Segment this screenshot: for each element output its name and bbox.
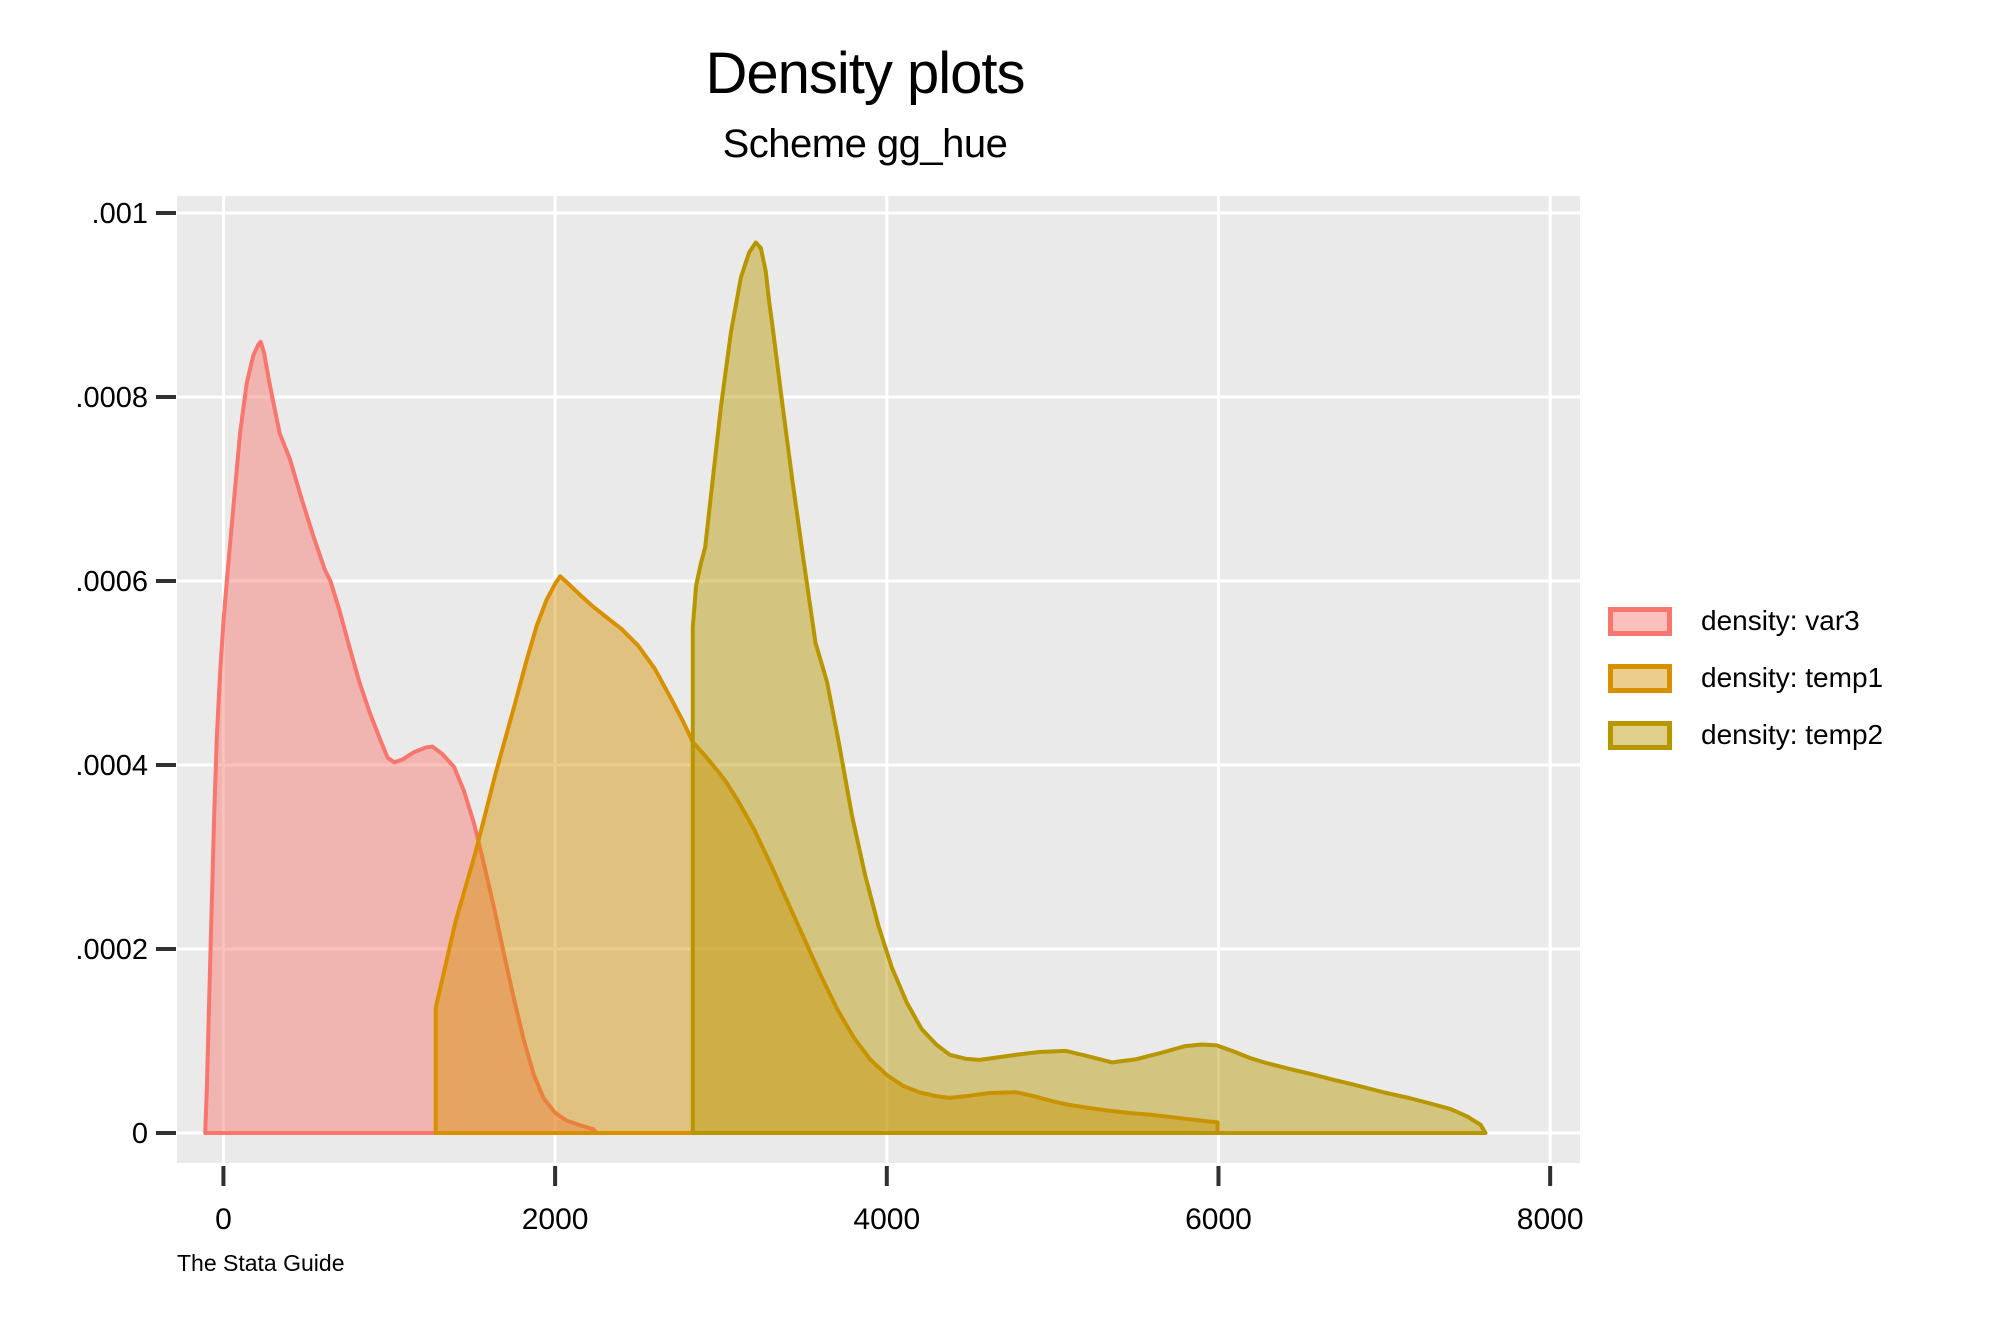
legend-item-temp2: density: temp2 xyxy=(1608,719,1884,750)
y-tick-label-.0004: .0004 xyxy=(75,750,148,782)
y-tick-label-0: 0 xyxy=(132,1118,148,1150)
legend-swatch-temp1 xyxy=(1608,663,1672,693)
y-tick-label-.001: .001 xyxy=(92,198,148,230)
legend-item-temp1: density: temp1 xyxy=(1608,662,1884,693)
y-tick-label-.0008: .0008 xyxy=(75,382,148,414)
y-tick-label-.0002: .0002 xyxy=(75,934,148,966)
legend-label-temp2: density: temp2 xyxy=(1701,719,1884,750)
x-tick-label-6000: 6000 xyxy=(1185,1203,1252,1236)
legend-swatch-var3 xyxy=(1608,606,1672,636)
density-area-series-0 xyxy=(203,339,599,1135)
x-tick-label-4000: 4000 xyxy=(853,1203,920,1236)
watermark-text: The Stata Guide xyxy=(177,1250,345,1276)
x-tick-label-8000: 8000 xyxy=(1517,1203,1584,1236)
legend-label-var3: density: var3 xyxy=(1701,605,1860,636)
y-tick-label-.0006: .0006 xyxy=(75,566,148,598)
density-area-series-1 xyxy=(433,574,1220,1135)
legend-item-var3: density: var3 xyxy=(1608,605,1883,636)
legend-swatch-temp2 xyxy=(1608,720,1672,750)
x-tick-label-2000: 2000 xyxy=(522,1203,589,1236)
plot-panel xyxy=(177,196,1580,1163)
x-tick-label-0: 0 xyxy=(215,1203,232,1236)
chart-title: Density plots xyxy=(705,41,1025,106)
legend-label-temp1: density: temp1 xyxy=(1701,662,1884,693)
chart-subtitle: Scheme gg_hue xyxy=(722,122,1008,166)
legend: density: var3 density: temp1 density: te… xyxy=(1608,605,1884,750)
density-area-series-2 xyxy=(690,240,1488,1135)
